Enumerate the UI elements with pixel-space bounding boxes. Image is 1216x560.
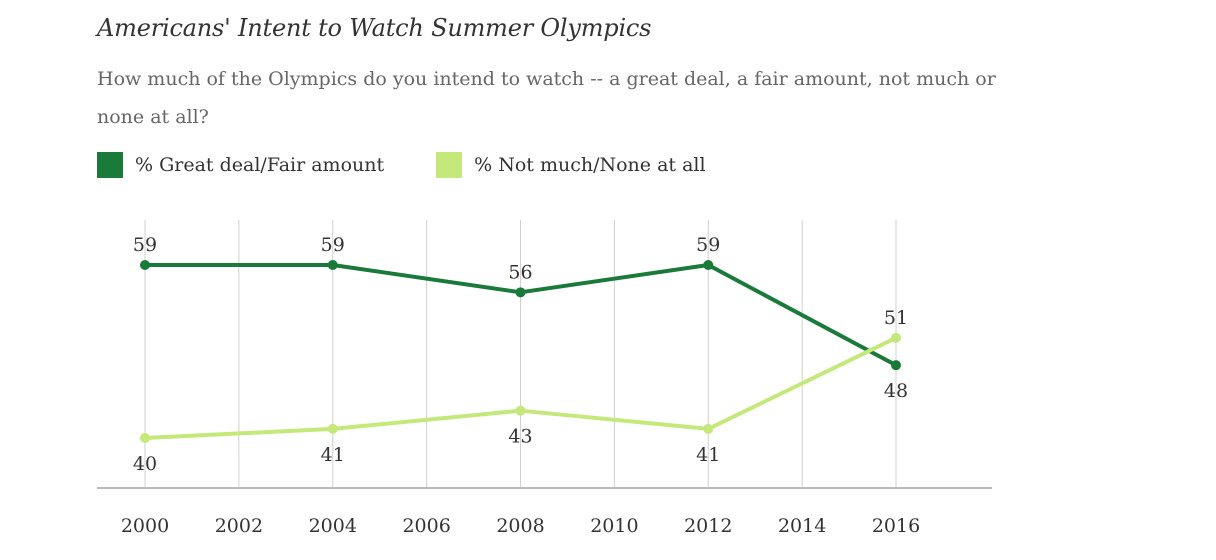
data-label-great-deal-2008: 56 xyxy=(508,261,532,283)
legend-item-great-deal: % Great deal/Fair amount xyxy=(97,152,384,178)
x-tick-label-2002: 2002 xyxy=(215,515,263,537)
legend-swatch-great-deal xyxy=(97,152,123,178)
data-point-not-much-2004 xyxy=(327,423,338,434)
legend: % Great deal/Fair amount % Not much/None… xyxy=(97,152,706,178)
x-tick-label-2016: 2016 xyxy=(872,515,920,537)
data-point-great-deal-2016 xyxy=(891,360,901,371)
data-label-great-deal-2016: 48 xyxy=(884,380,908,402)
data-point-great-deal-2008 xyxy=(515,287,526,298)
data-label-great-deal-2000: 59 xyxy=(133,234,157,256)
chart-title: Americans' Intent to Watch Summer Olympi… xyxy=(97,14,652,42)
data-point-not-much-2012 xyxy=(703,423,714,434)
x-tick-label-2006: 2006 xyxy=(402,515,450,537)
legend-label-not-much: % Not much/None at all xyxy=(474,154,706,176)
data-label-not-much-2012: 41 xyxy=(696,444,720,466)
data-point-great-deal-2000 xyxy=(140,260,150,270)
data-point-not-much-2000 xyxy=(140,433,150,443)
data-label-great-deal-2004: 59 xyxy=(321,234,345,256)
data-label-not-much-2000: 40 xyxy=(133,453,157,475)
data-point-not-much-2008 xyxy=(515,405,526,416)
x-tick-label-2014: 2014 xyxy=(778,515,826,537)
legend-label-great-deal: % Great deal/Fair amount xyxy=(135,154,385,176)
legend-swatch-not-much xyxy=(436,152,463,178)
x-tick-label-2000: 2000 xyxy=(121,515,169,537)
x-tick-label-2012: 2012 xyxy=(684,515,732,537)
data-point-great-deal-2012 xyxy=(703,260,714,270)
data-label-not-much-2008: 43 xyxy=(508,426,532,448)
x-tick-label-2010: 2010 xyxy=(590,515,638,537)
x-tick-label-2004: 2004 xyxy=(309,515,357,537)
x-tick-label-2008: 2008 xyxy=(496,515,544,537)
data-point-great-deal-2004 xyxy=(327,260,338,270)
data-label-not-much-2016: 51 xyxy=(884,307,908,329)
data-label-great-deal-2012: 59 xyxy=(696,234,720,256)
data-label-not-much-2004: 41 xyxy=(321,444,345,466)
data-point-not-much-2016 xyxy=(891,332,901,343)
legend-item-not-much: % Not much/None at all xyxy=(436,152,706,178)
chart-subtitle: How much of the Olympics do you intend t… xyxy=(97,68,996,128)
